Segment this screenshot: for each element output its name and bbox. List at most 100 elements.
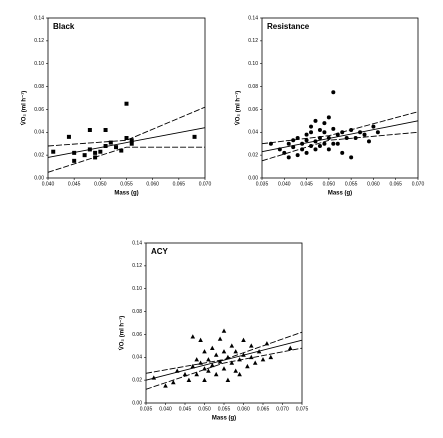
point bbox=[322, 141, 327, 146]
point bbox=[340, 150, 345, 155]
point bbox=[124, 136, 129, 140]
point bbox=[288, 345, 293, 350]
point bbox=[129, 138, 134, 143]
plot-frame bbox=[47, 17, 206, 179]
point bbox=[304, 132, 309, 137]
point bbox=[313, 139, 318, 144]
y-tick-label: 0.10 bbox=[34, 61, 44, 67]
point bbox=[225, 377, 231, 382]
point bbox=[229, 343, 235, 348]
point bbox=[129, 141, 134, 146]
y-tick-label: 0.04 bbox=[248, 130, 258, 136]
point bbox=[317, 128, 322, 132]
x-tick-label: 0.070 bbox=[199, 181, 212, 187]
x-tick-label: 0.050 bbox=[94, 181, 107, 187]
point bbox=[237, 357, 242, 362]
y-tick-label: 0.00 bbox=[34, 175, 44, 181]
point bbox=[221, 328, 227, 333]
point bbox=[98, 149, 103, 154]
point bbox=[202, 349, 207, 354]
y-tick-label: 0.08 bbox=[34, 84, 44, 90]
point bbox=[286, 141, 291, 146]
x-tick-label: 0.060 bbox=[367, 181, 380, 187]
point bbox=[206, 357, 211, 362]
x-tick-label: 0.045 bbox=[300, 181, 313, 187]
point bbox=[241, 337, 246, 342]
point bbox=[309, 124, 314, 129]
y-tick-label: 0.14 bbox=[132, 240, 142, 246]
y-tick-label: 0.00 bbox=[248, 175, 258, 181]
point bbox=[282, 150, 287, 155]
point bbox=[87, 147, 92, 152]
x-tick-label: 0.035 bbox=[140, 406, 153, 412]
point bbox=[309, 144, 314, 148]
y-tick-label: 0.14 bbox=[248, 15, 258, 21]
point bbox=[198, 360, 203, 365]
point bbox=[241, 352, 246, 357]
panel: ACY 0.035 0.040 0.045 0.050 0.055 0.060 0.065 0.… bbox=[119, 240, 309, 421]
y-tick-label: 0.14 bbox=[34, 15, 44, 21]
confidence-line bbox=[145, 331, 303, 374]
point bbox=[313, 118, 318, 123]
y-tick-label: 0.12 bbox=[34, 38, 44, 44]
x-tick-label: 0.070 bbox=[412, 181, 425, 187]
x-axis-label: Mass (g) bbox=[212, 416, 236, 422]
point bbox=[163, 383, 168, 388]
point bbox=[72, 150, 77, 155]
x-tick-label: 0.035 bbox=[256, 181, 269, 187]
x-axis-label: Mass (g) bbox=[114, 191, 138, 197]
point bbox=[202, 377, 207, 382]
point bbox=[291, 138, 296, 143]
point bbox=[277, 147, 282, 152]
x-tick-label: 0.050 bbox=[323, 181, 336, 187]
point bbox=[217, 359, 223, 364]
y-tick-label: 0.10 bbox=[248, 61, 258, 67]
point bbox=[213, 371, 219, 377]
point bbox=[322, 121, 327, 126]
point bbox=[93, 150, 98, 155]
point bbox=[82, 153, 87, 158]
point bbox=[103, 128, 108, 132]
point bbox=[217, 336, 223, 341]
point bbox=[268, 141, 273, 146]
y-tick-label: 0.12 bbox=[132, 263, 142, 269]
y-tick-label: 0.02 bbox=[34, 152, 44, 158]
y-tick-label: 0.08 bbox=[132, 309, 142, 315]
plot-frame bbox=[145, 242, 303, 404]
x-tick-label: 0.070 bbox=[276, 406, 289, 412]
point bbox=[331, 126, 336, 131]
point bbox=[260, 357, 266, 362]
y-tick-label: 0.06 bbox=[248, 107, 258, 113]
confidence-line bbox=[261, 111, 419, 145]
point bbox=[233, 368, 238, 373]
x-tick-label: 0.065 bbox=[389, 181, 402, 187]
point bbox=[119, 148, 124, 153]
fit-line bbox=[261, 120, 419, 153]
point bbox=[171, 379, 176, 385]
x-tick-label: 0.055 bbox=[345, 181, 358, 187]
point bbox=[317, 144, 322, 148]
panel: Black 0.040 0.045 0.050 0.055 0.060 0.065 0.070… bbox=[21, 15, 212, 196]
x-tick-label: 0.065 bbox=[173, 181, 186, 187]
point bbox=[249, 343, 254, 348]
point bbox=[362, 132, 367, 137]
point bbox=[190, 363, 196, 369]
point bbox=[182, 371, 188, 377]
x-tick-label: 0.055 bbox=[218, 406, 231, 412]
y-tick-label: 0.06 bbox=[34, 107, 44, 113]
point bbox=[225, 354, 231, 360]
y-tick-label: 0.08 bbox=[248, 84, 258, 90]
point bbox=[300, 141, 305, 146]
point bbox=[291, 145, 296, 150]
point bbox=[340, 130, 345, 135]
x-tick-label: 0.050 bbox=[198, 406, 211, 412]
point bbox=[317, 136, 322, 140]
point bbox=[366, 139, 371, 144]
point bbox=[304, 150, 309, 155]
panel-title: ACY bbox=[151, 247, 169, 256]
y-tick-label: 0.04 bbox=[132, 355, 142, 361]
point bbox=[335, 141, 340, 146]
point bbox=[206, 368, 211, 373]
y-tick-label: 0.02 bbox=[248, 152, 258, 158]
point bbox=[210, 362, 215, 368]
